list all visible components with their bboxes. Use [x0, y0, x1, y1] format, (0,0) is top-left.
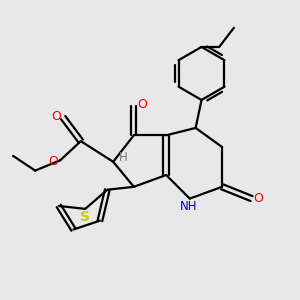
Text: O: O	[137, 98, 147, 111]
Text: H: H	[119, 151, 128, 164]
Text: O: O	[254, 192, 263, 205]
Text: O: O	[51, 110, 61, 123]
Text: S: S	[80, 210, 90, 224]
Text: O: O	[48, 155, 58, 168]
Text: NH: NH	[179, 200, 197, 213]
